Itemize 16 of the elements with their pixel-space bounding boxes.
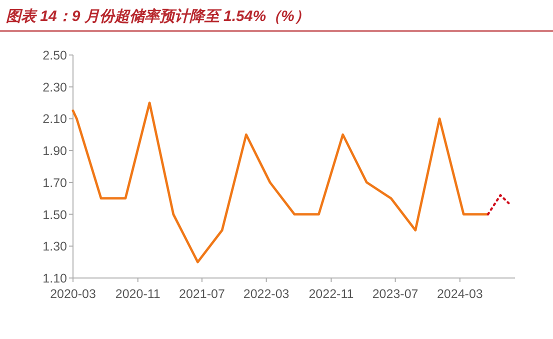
y-tick-label: 2.10 (42, 112, 68, 126)
x-tick-label: 2024-03 (436, 287, 483, 301)
y-tick-label: 2.50 (42, 48, 68, 62)
y-tick-label: 1.30 (42, 240, 68, 254)
x-tick-label: 2023-07 (372, 287, 418, 301)
y-tick-label: 1.10 (42, 272, 68, 286)
x-tick-label: 2020-03 (50, 287, 96, 301)
y-tick-label: 1.50 (42, 208, 68, 222)
title: 图表 14：9 月份超储率预计降至 1.54%（%） (6, 8, 310, 25)
x-tick-label: 2022-03 (243, 287, 290, 301)
x-tick-label: 2022-11 (308, 287, 354, 301)
y-tick-label: 1.90 (42, 144, 68, 158)
x-tick-label: 2020-11 (115, 287, 160, 301)
y-tick-label: 2.30 (42, 80, 68, 94)
y-tick-label: 1.70 (42, 176, 68, 190)
x-tick-label: 2021-07 (179, 287, 225, 301)
